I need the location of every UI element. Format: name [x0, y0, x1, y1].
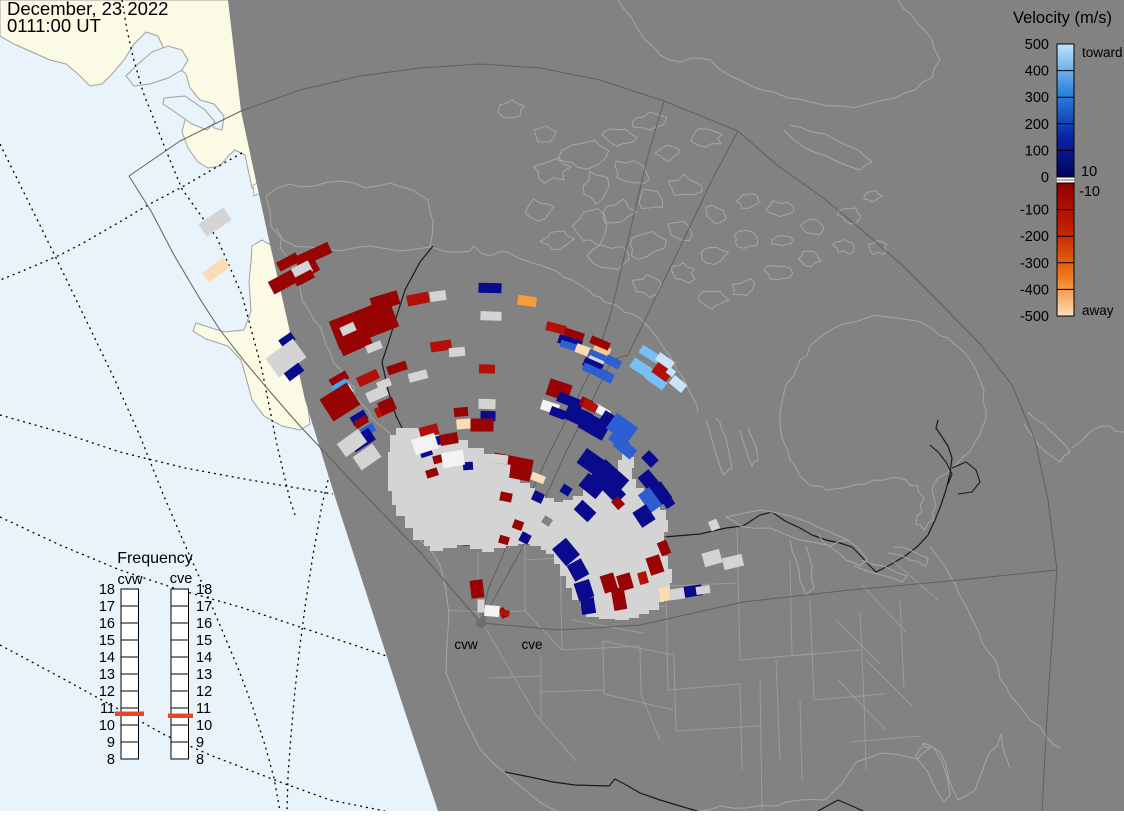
- svg-text:11: 11: [100, 701, 115, 717]
- svg-text:toward: toward: [1082, 45, 1123, 60]
- svg-text:13: 13: [196, 667, 212, 683]
- svg-text:18: 18: [196, 582, 212, 598]
- svg-text:12: 12: [99, 684, 115, 700]
- svg-text:-300: -300: [1020, 256, 1049, 272]
- svg-text:0: 0: [1041, 170, 1049, 186]
- svg-text:17: 17: [196, 599, 212, 615]
- svg-text:December, 23 2022: December, 23 2022: [7, 0, 168, 19]
- svg-text:-100: -100: [1020, 203, 1049, 219]
- svg-text:17: 17: [99, 599, 115, 615]
- svg-text:10: 10: [99, 718, 115, 734]
- svg-text:Frequency: Frequency: [117, 550, 193, 567]
- svg-text:15: 15: [196, 633, 212, 649]
- svg-text:10: 10: [1081, 164, 1097, 180]
- svg-text:cvw: cvw: [454, 637, 478, 652]
- svg-text:10: 10: [196, 718, 212, 734]
- svg-text:cve: cve: [521, 637, 542, 652]
- svg-text:15: 15: [99, 633, 115, 649]
- svg-text:200: 200: [1025, 117, 1049, 133]
- svg-text:100: 100: [1025, 143, 1049, 159]
- svg-text:-200: -200: [1020, 229, 1049, 245]
- svg-text:-10: -10: [1079, 184, 1100, 200]
- svg-text:11: 11: [196, 701, 211, 717]
- svg-text:500: 500: [1025, 37, 1049, 53]
- svg-text:cve: cve: [170, 571, 193, 587]
- svg-text:14: 14: [99, 650, 115, 666]
- svg-text:18: 18: [99, 582, 115, 598]
- svg-text:9: 9: [107, 735, 115, 751]
- svg-text:9: 9: [196, 735, 204, 751]
- svg-text:cvw: cvw: [118, 572, 144, 588]
- svg-text:12: 12: [196, 684, 212, 700]
- svg-text:-500: -500: [1020, 309, 1049, 325]
- svg-text:8: 8: [107, 752, 115, 768]
- svg-text:14: 14: [196, 650, 212, 666]
- svg-text:8: 8: [196, 752, 204, 768]
- svg-text:300: 300: [1025, 90, 1049, 106]
- svg-text:0111:00 UT: 0111:00 UT: [7, 15, 101, 36]
- svg-text:Velocity (m/s): Velocity (m/s): [1013, 9, 1112, 27]
- svg-text:away: away: [1082, 303, 1114, 318]
- svg-text:-400: -400: [1020, 282, 1049, 298]
- svg-text:16: 16: [196, 616, 212, 632]
- svg-text:400: 400: [1025, 64, 1049, 80]
- svg-text:16: 16: [99, 616, 115, 632]
- svg-text:13: 13: [99, 667, 115, 683]
